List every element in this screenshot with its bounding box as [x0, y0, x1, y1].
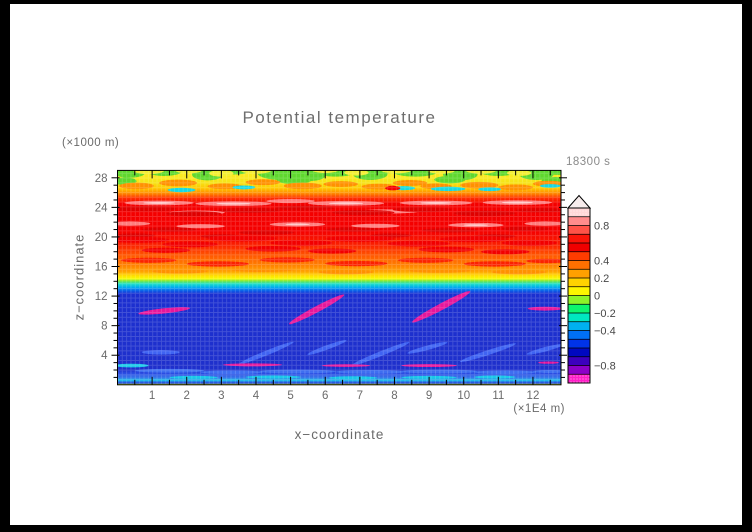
x-tick-labels: 1 2 3 4 5 6 7 8 9 10 11 12 [149, 390, 539, 402]
x-tick-label: 5 [287, 390, 293, 402]
colorbar-band [568, 365, 590, 375]
z-axis-ticks [111, 177, 567, 378]
colorbar-tick-label: −0.8 [594, 360, 616, 372]
colorbar-band [568, 286, 590, 296]
z-tick-label: 24 [95, 202, 108, 214]
window-frame-left [0, 0, 10, 532]
x-axis-ticks [134, 170, 551, 385]
x-tick-label: 8 [391, 390, 397, 402]
colorbar-tick-label: −0.2 [594, 308, 616, 320]
colorbar [566, 194, 592, 384]
window-frame-right [742, 0, 752, 532]
colorbar-band [568, 251, 590, 261]
x-tick-label: 7 [357, 390, 363, 402]
plot-title: Potential temperature [242, 108, 437, 127]
colorbar-band [568, 216, 590, 226]
x-tick-label: 11 [492, 390, 504, 402]
colorbar-band [568, 348, 590, 357]
z-tick-label: 28 [95, 173, 108, 185]
colorbar-tick-label: −0.4 [594, 325, 616, 337]
colorbar-band [568, 269, 590, 278]
colorbar-band [568, 339, 590, 348]
colorbar-band [568, 225, 590, 235]
colorbar-labels: 0.8 0.4 0.2 0 −0.2 −0.4 −0.8 [594, 220, 616, 372]
z-tick-label: 12 [95, 291, 108, 303]
colorbar-band [568, 295, 590, 305]
plot-frame [117, 169, 562, 386]
window-frame-bottom [0, 525, 752, 532]
colorbar-tick-label: 0.2 [594, 273, 609, 285]
x-axis-unit-label: (×1E4 m) [513, 403, 565, 415]
x-tick-label: 4 [253, 390, 260, 402]
colorbar-overflow-arrow [566, 194, 592, 209]
x-axis-title: x−coordinate [294, 427, 385, 442]
colorbar-band [568, 243, 590, 252]
x-tick-label: 6 [322, 390, 328, 402]
z-tick-label: 4 [101, 350, 108, 362]
colorbar-band [568, 321, 590, 331]
colorbar-band [568, 356, 590, 366]
z-axis-unit-label: (×1000 m) [62, 137, 120, 149]
colorbar-tick-label: 0 [594, 290, 600, 302]
x-tick-label: 10 [457, 390, 470, 402]
x-tick-label: 9 [426, 390, 432, 402]
window-frame-top [0, 0, 752, 4]
colorbar-tick-label: 0.4 [594, 255, 609, 267]
colorbar-tick-label: 0.8 [594, 220, 609, 232]
colorbar-band [568, 260, 590, 270]
plot-field [117, 170, 561, 385]
z-tick-label: 20 [95, 232, 108, 244]
grid-mesh [117, 170, 561, 385]
x-tick-label: 3 [218, 390, 224, 402]
colorbar-band [568, 304, 590, 313]
colorbar-band [568, 330, 590, 340]
z-tick-labels: 4 8 12 16 20 24 28 [95, 173, 108, 362]
z-tick-label: 16 [95, 262, 108, 274]
colorbar-band [568, 234, 590, 243]
x-tick-label: 2 [184, 390, 190, 402]
time-label: 18300 s [566, 156, 611, 168]
colorbar-band [568, 278, 590, 287]
x-tick-label: 12 [527, 390, 540, 402]
z-tick-label: 8 [101, 321, 107, 333]
x-tick-label: 1 [149, 390, 155, 402]
colorbar-band [568, 313, 590, 322]
